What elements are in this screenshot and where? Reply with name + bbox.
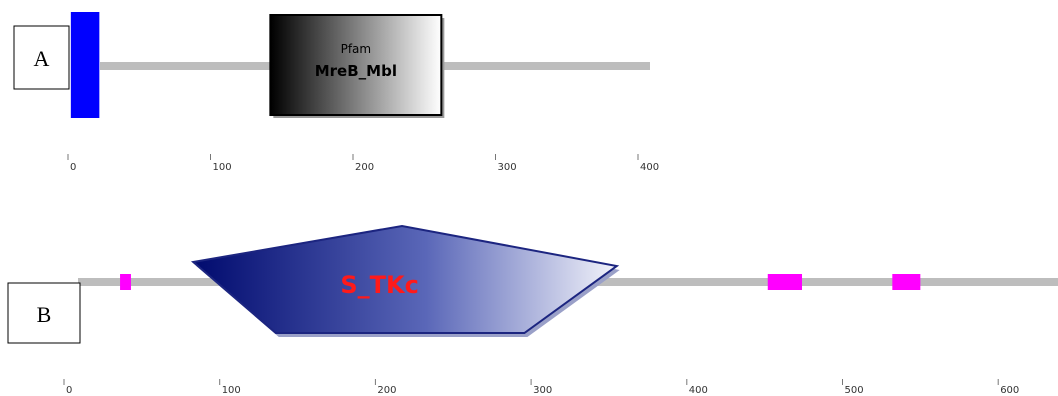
- axis-tick-label: 0: [70, 162, 76, 173]
- axis-tick-label: 200: [377, 385, 396, 396]
- panel-b-magenta-block: [892, 274, 921, 290]
- axis-tick-label: 100: [222, 385, 241, 396]
- axis-tick-label: 300: [498, 162, 517, 173]
- panel-b-kinase-domain: S_TKc: [190, 224, 620, 337]
- panel-b-label-text: B: [37, 302, 52, 327]
- pfam-domain-source-label: Pfam: [341, 42, 372, 56]
- panel-b-label-box: [7, 282, 81, 344]
- axis-tick-label: 400: [689, 385, 708, 396]
- panel-b: S_TKc B 0 100 200 300 400 500 600: [7, 224, 1058, 396]
- axis-tick-label: 100: [213, 162, 232, 173]
- panel-b-axis: 0 100 200 300 400 500 600: [63, 379, 1019, 396]
- panel-a-blue-block: [70, 12, 100, 118]
- pfam-domain-name-label: MreB_Mbl: [315, 62, 397, 80]
- axis-tick-label: 500: [845, 385, 864, 396]
- panel-a-label: A: [13, 25, 70, 90]
- panel-a-label-box: [13, 25, 70, 90]
- panel-a-axis: 0 100 200 300 400: [67, 154, 659, 173]
- axis-tick-label: 200: [355, 162, 374, 173]
- panel-a-pfam-domain: Pfam MreB_Mbl: [269, 14, 445, 118]
- pfam-domain-box: [269, 14, 443, 116]
- axis-tick-label: 400: [640, 162, 659, 173]
- axis-tick-label: 300: [533, 385, 552, 396]
- kinase-domain-pentagon: [190, 224, 620, 334]
- panel-a: Pfam MreB_Mbl A 0 100 200 300 400: [13, 12, 659, 173]
- axis-tick-label: 600: [1000, 385, 1019, 396]
- axis-tick-label: 0: [66, 385, 72, 396]
- panel-a-label-text: A: [34, 46, 50, 71]
- panel-b-label: B: [7, 282, 81, 344]
- panel-b-magenta-block: [120, 274, 131, 290]
- panel-b-magenta-block: [767, 274, 803, 290]
- kinase-domain-label: S_TKc: [340, 271, 418, 299]
